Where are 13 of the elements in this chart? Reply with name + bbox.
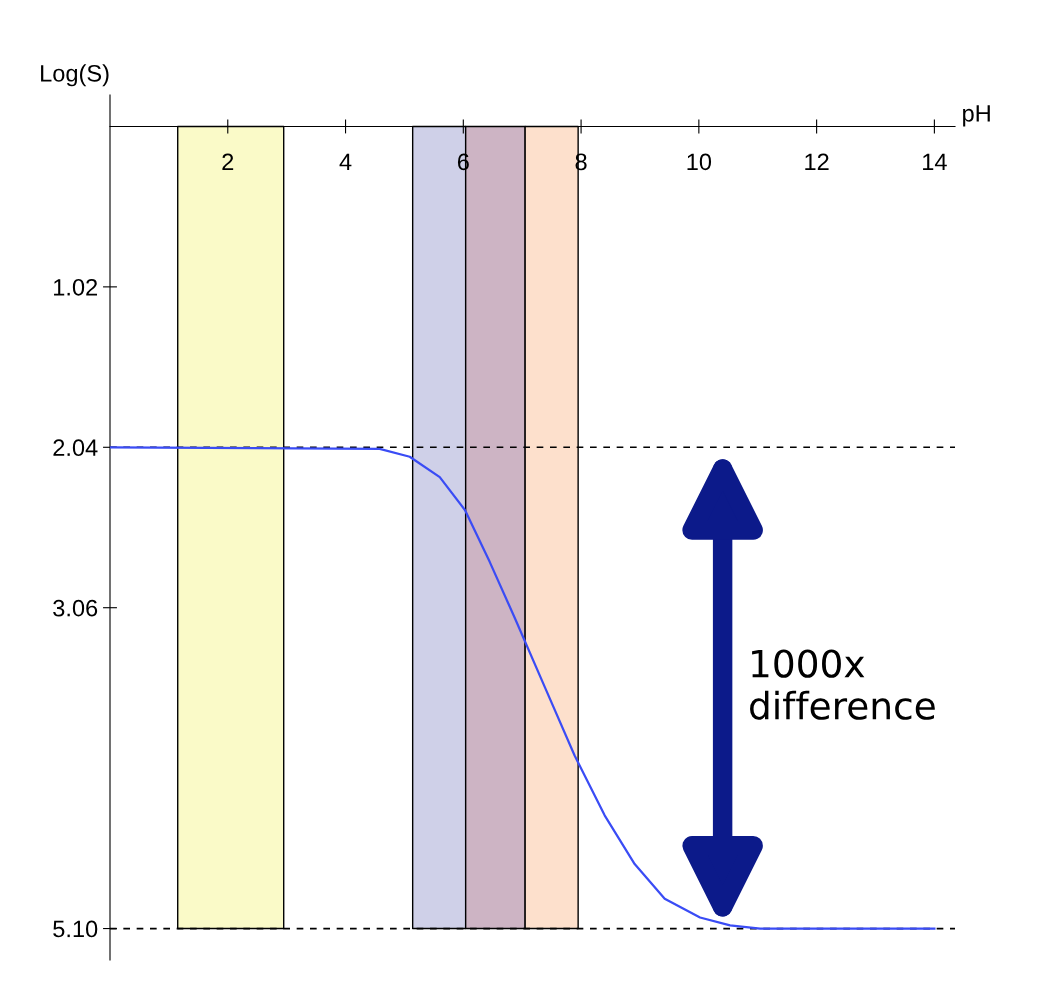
x-tick-label: 12 bbox=[805, 153, 829, 170]
y-tick-label: 1.02 bbox=[54, 278, 98, 296]
line-series bbox=[110, 446, 936, 930]
y-axis-title: Log(S) bbox=[41, 64, 109, 87]
y-tick-label: 5.10 bbox=[53, 920, 98, 938]
x-tick-label: 14 bbox=[923, 153, 947, 170]
y-tick-label: 3.06 bbox=[53, 599, 98, 617]
x-tick-label: 4 bbox=[339, 153, 352, 170]
annotation: 1000x difference bbox=[750, 649, 935, 720]
x-tick-label: 10 bbox=[687, 153, 712, 171]
y-tick-label: 2.04 bbox=[53, 439, 98, 457]
x-tick-label: 2 bbox=[222, 153, 234, 170]
x-axis-title: pH bbox=[963, 105, 990, 127]
